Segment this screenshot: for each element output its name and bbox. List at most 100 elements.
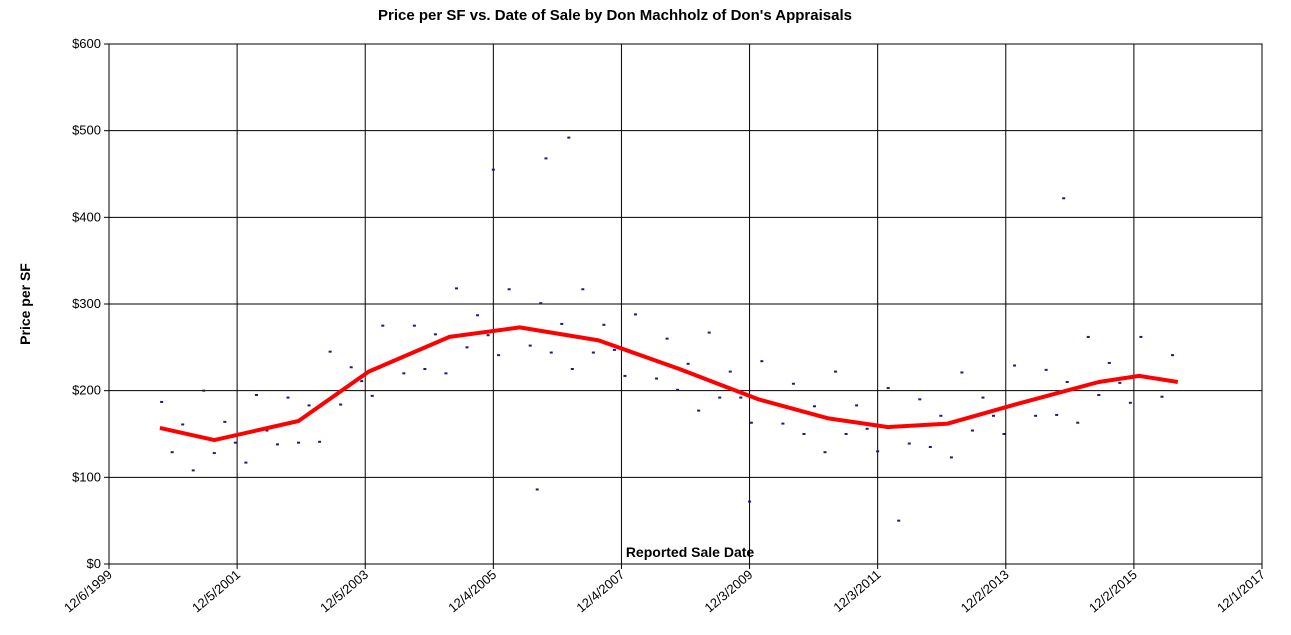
data-point bbox=[1065, 381, 1069, 383]
data-point bbox=[802, 433, 806, 435]
data-point bbox=[497, 354, 501, 357]
y-tick-label: $400 bbox=[72, 209, 101, 224]
data-point bbox=[297, 441, 301, 444]
data-point bbox=[749, 421, 753, 424]
plot-border bbox=[108, 43, 1263, 565]
data-point bbox=[528, 344, 532, 347]
data-point bbox=[928, 446, 932, 448]
data-point bbox=[244, 461, 248, 464]
data-point bbox=[949, 456, 953, 459]
data-point bbox=[170, 451, 174, 454]
data-point bbox=[1002, 433, 1006, 435]
x-tick-label: 12/3/2009 bbox=[702, 567, 756, 616]
data-point bbox=[728, 370, 732, 373]
y-tick-label: $0 bbox=[87, 556, 101, 571]
x-tick-label: 12/5/2001 bbox=[189, 567, 243, 616]
data-point bbox=[339, 403, 343, 406]
data-point bbox=[212, 452, 216, 455]
x-tick-label: 12/1/2017 bbox=[1214, 567, 1268, 616]
data-point bbox=[1118, 381, 1122, 384]
data-point bbox=[865, 427, 869, 430]
data-point bbox=[567, 136, 571, 139]
data-point bbox=[633, 313, 637, 316]
data-point bbox=[791, 382, 795, 385]
data-point bbox=[1044, 368, 1048, 371]
data-point bbox=[970, 429, 974, 432]
trend-line bbox=[159, 325, 1179, 443]
data-point bbox=[412, 324, 416, 327]
data-point bbox=[686, 362, 690, 365]
data-point bbox=[760, 360, 764, 363]
y-tick-label: $600 bbox=[72, 36, 101, 51]
data-point bbox=[286, 396, 290, 399]
data-point bbox=[1097, 394, 1101, 396]
y-tick-label: $300 bbox=[72, 296, 101, 311]
data-point bbox=[349, 366, 353, 369]
y-tick-label: $200 bbox=[72, 383, 101, 398]
data-point bbox=[855, 404, 859, 407]
data-point bbox=[1128, 401, 1132, 404]
data-point bbox=[381, 324, 385, 327]
data-point bbox=[307, 404, 311, 407]
data-point bbox=[560, 322, 564, 325]
data-point bbox=[1076, 421, 1080, 424]
data-point bbox=[1107, 361, 1111, 364]
data-point bbox=[1034, 414, 1038, 417]
data-point bbox=[781, 422, 785, 425]
data-point bbox=[549, 351, 553, 354]
y-tick-label: $100 bbox=[72, 469, 101, 484]
y-tick-label: $500 bbox=[72, 123, 101, 138]
data-point bbox=[655, 377, 659, 380]
data-point bbox=[939, 414, 943, 417]
data-point bbox=[612, 348, 616, 351]
data-point bbox=[454, 287, 458, 290]
data-point bbox=[748, 500, 752, 503]
data-point bbox=[591, 351, 595, 354]
data-point bbox=[160, 400, 164, 403]
data-point bbox=[823, 451, 827, 454]
data-point bbox=[707, 331, 711, 334]
data-point bbox=[876, 450, 880, 453]
data-point bbox=[739, 396, 743, 399]
data-point bbox=[886, 387, 890, 390]
data-point bbox=[423, 368, 427, 370]
data-point bbox=[191, 469, 195, 472]
data-point bbox=[1086, 335, 1090, 338]
data-point bbox=[665, 337, 669, 340]
data-point bbox=[981, 396, 985, 399]
data-point bbox=[535, 488, 539, 491]
data-point bbox=[539, 302, 543, 305]
data-point bbox=[623, 374, 627, 377]
data-point bbox=[1013, 364, 1017, 367]
data-point bbox=[844, 433, 848, 435]
data-point bbox=[1139, 335, 1143, 338]
x-tick-label: 12/4/2005 bbox=[445, 567, 499, 616]
x-tick-label: 12/2/2013 bbox=[958, 567, 1012, 616]
data-point bbox=[233, 441, 237, 444]
data-point bbox=[991, 414, 995, 417]
data-point bbox=[544, 157, 548, 160]
x-axis-title: Reported Sale Date bbox=[626, 544, 755, 560]
data-point bbox=[697, 409, 701, 412]
data-point bbox=[223, 420, 227, 423]
data-point bbox=[202, 389, 206, 392]
data-point bbox=[897, 519, 901, 522]
x-tick-label: 12/3/2011 bbox=[830, 567, 883, 615]
data-point bbox=[465, 346, 469, 349]
data-point bbox=[181, 423, 185, 426]
data-point bbox=[918, 398, 922, 401]
data-point bbox=[491, 168, 495, 171]
data-point bbox=[907, 442, 911, 445]
data-point bbox=[486, 334, 490, 337]
data-point bbox=[360, 380, 364, 383]
y-axis-title: Price per SF bbox=[17, 263, 33, 345]
data-point bbox=[812, 405, 816, 408]
data-point bbox=[328, 350, 332, 353]
data-point bbox=[581, 288, 585, 291]
data-point bbox=[402, 372, 406, 375]
data-point bbox=[275, 443, 279, 446]
data-point bbox=[318, 440, 322, 443]
data-point bbox=[960, 371, 964, 374]
data-point bbox=[676, 388, 680, 391]
data-point bbox=[1160, 395, 1164, 398]
